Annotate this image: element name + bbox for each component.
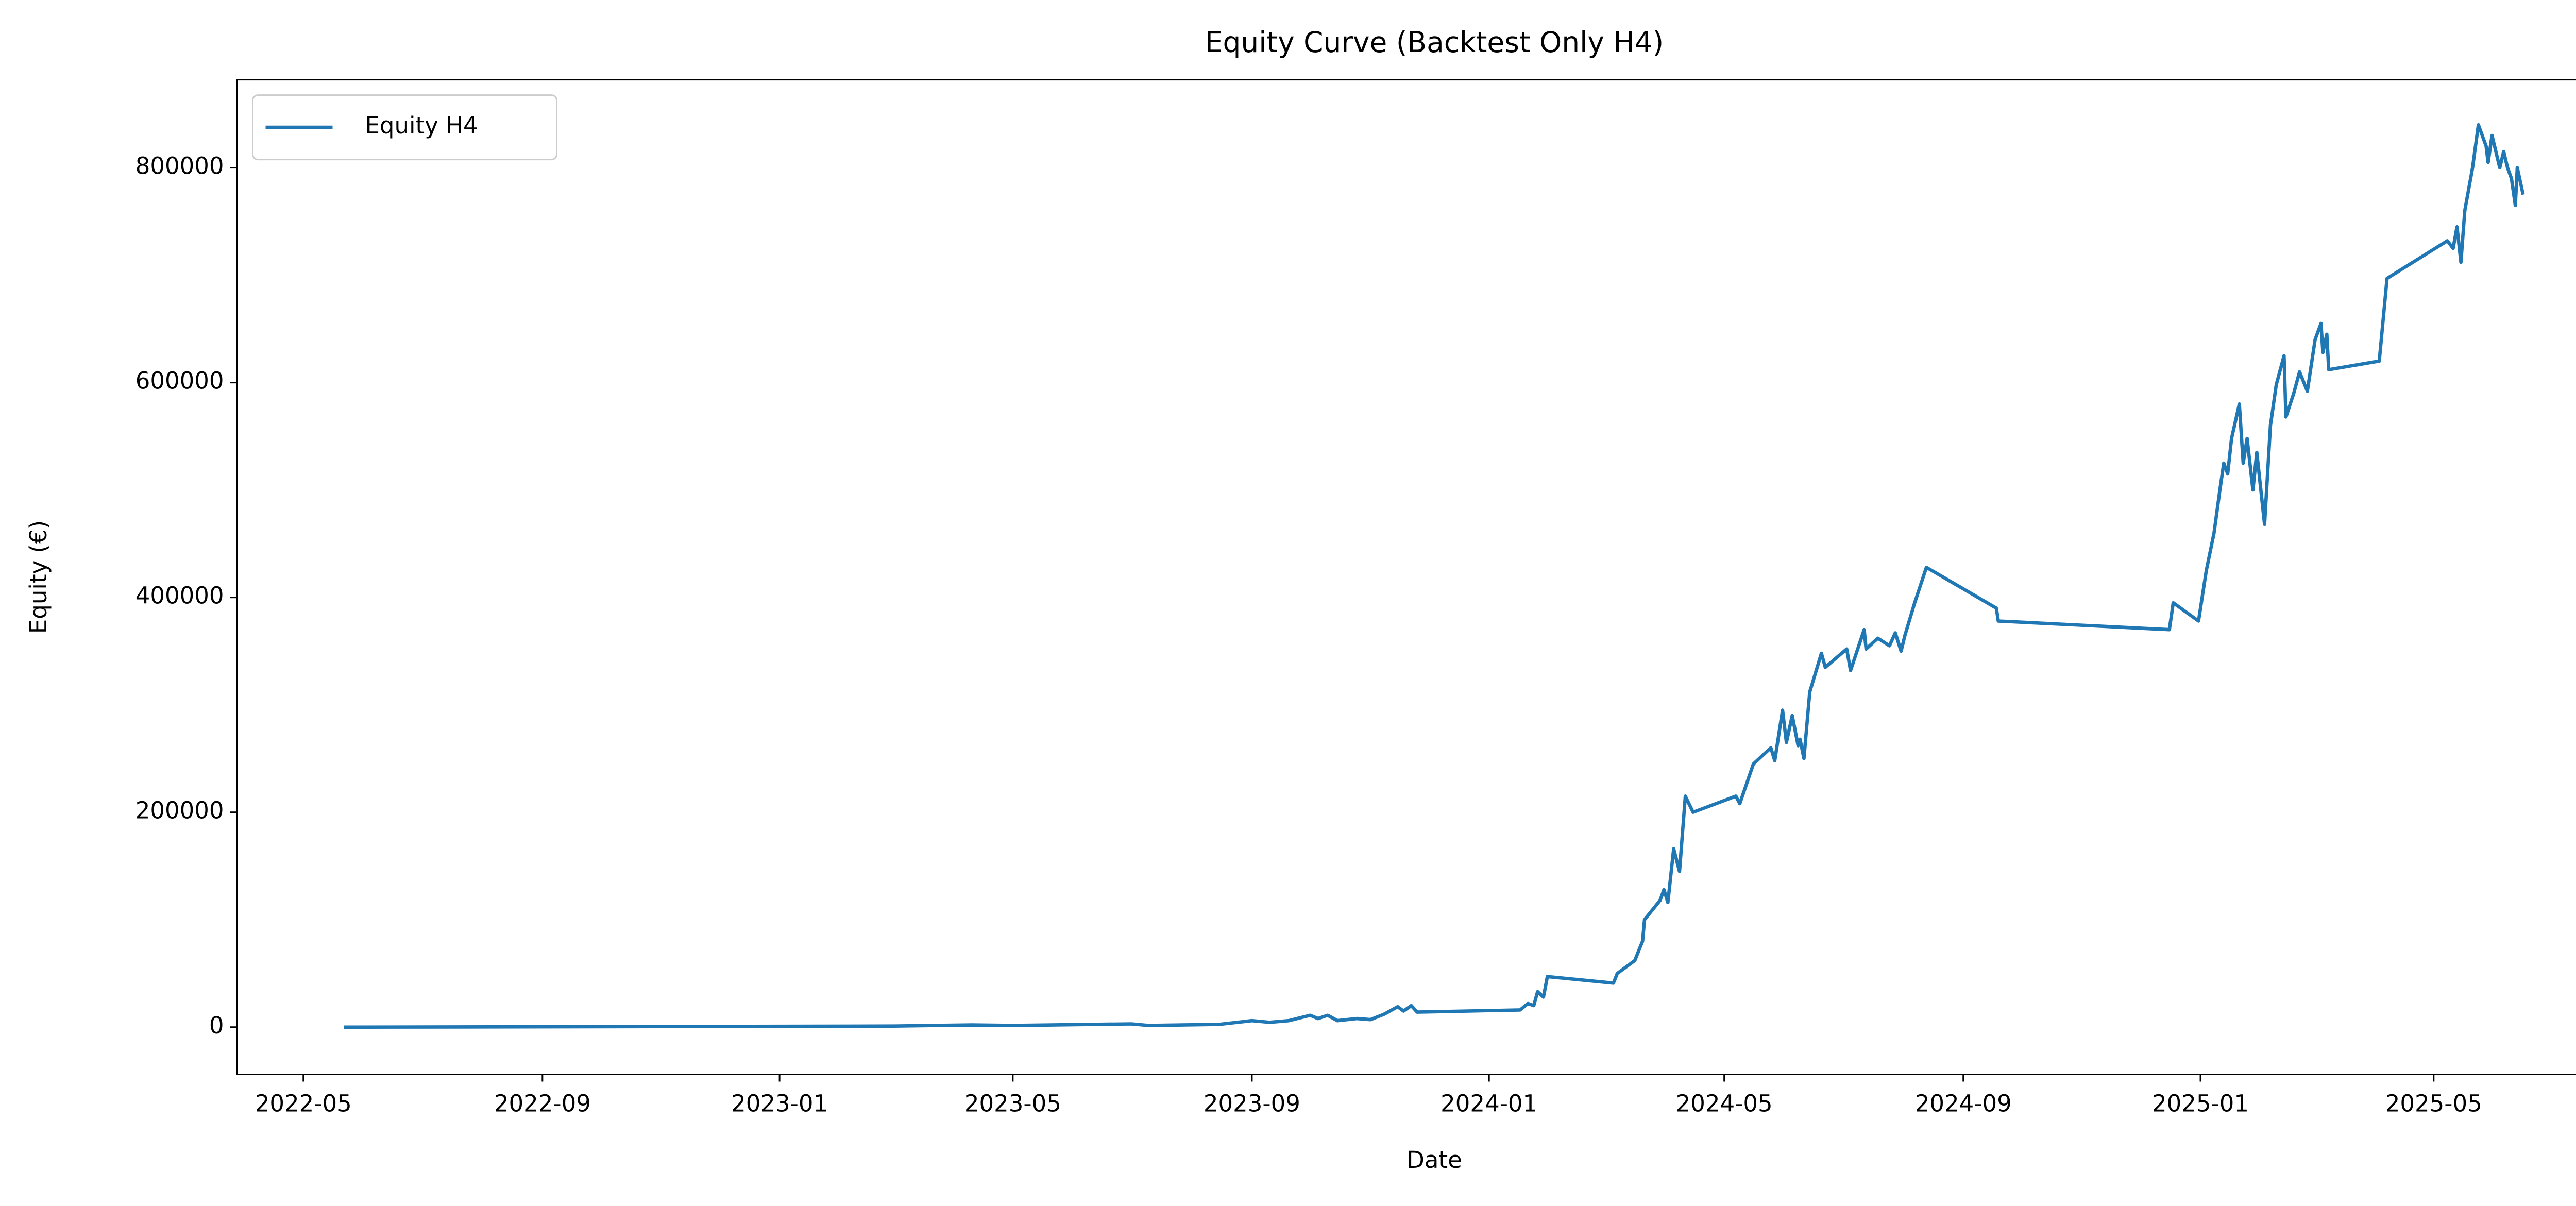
x-tick-label: 2023-01 xyxy=(731,1090,828,1117)
x-tick-label: 2022-05 xyxy=(255,1090,352,1117)
x-tick-label: 2024-01 xyxy=(1440,1090,1537,1117)
y-tick-label: 600000 xyxy=(135,367,224,395)
y-tick-label: 200000 xyxy=(135,797,224,824)
legend-box xyxy=(252,94,557,161)
y-tick-label: 0 xyxy=(209,1012,224,1039)
y-axis-label: Equity (€) xyxy=(25,520,52,634)
x-tick-label: 2024-09 xyxy=(1915,1090,2012,1117)
x-tick-label: 2023-09 xyxy=(1204,1090,1300,1117)
x-tick-label: 2022-09 xyxy=(494,1090,591,1117)
legend-label: Equity H4 xyxy=(365,112,478,139)
x-tick-label: 2024-05 xyxy=(1676,1090,1773,1117)
x-axis-label: Date xyxy=(1406,1146,1462,1174)
x-tick-label: 2025-05 xyxy=(2385,1090,2482,1117)
y-tick-label: 400000 xyxy=(135,582,224,609)
equity-line xyxy=(344,123,2525,1029)
plot-frame xyxy=(236,79,2576,1076)
x-tick-label: 2023-05 xyxy=(964,1090,1061,1117)
x-tick-label: 2025-01 xyxy=(2152,1090,2249,1117)
y-tick-label: 800000 xyxy=(135,152,224,180)
chart-title: Equity Curve (Backtest Only H4) xyxy=(1205,26,1664,59)
